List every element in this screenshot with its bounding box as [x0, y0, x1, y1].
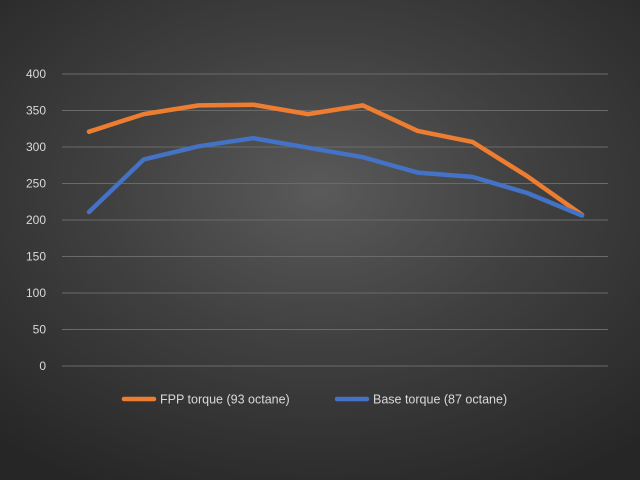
y-tick-label-150: 150	[26, 250, 46, 264]
y-tick-label-250: 250	[26, 177, 46, 191]
y-axis-tick-labels: 0 50 100 150 200 250 300 350 400	[26, 67, 46, 373]
legend-label-1: FPP torque (93 octane)	[160, 393, 290, 407]
series-line-1	[86, 102, 585, 218]
legend-label-2: Base torque (87 octane)	[373, 393, 507, 407]
y-tick-label-50: 50	[33, 323, 47, 337]
y-tick-label-350: 350	[26, 104, 46, 118]
gridlines	[62, 73, 608, 367]
y-tick-label-200: 200	[26, 213, 46, 227]
y-tick-label-0: 0	[39, 359, 46, 373]
y-tick-label-400: 400	[26, 67, 46, 81]
series-line-2	[86, 135, 585, 218]
legend: FPP torque (93 octane) Base torque (87 oc…	[121, 393, 507, 407]
series-lines	[86, 102, 585, 218]
y-tick-label-100: 100	[26, 286, 46, 300]
y-tick-label-300: 300	[26, 140, 46, 154]
